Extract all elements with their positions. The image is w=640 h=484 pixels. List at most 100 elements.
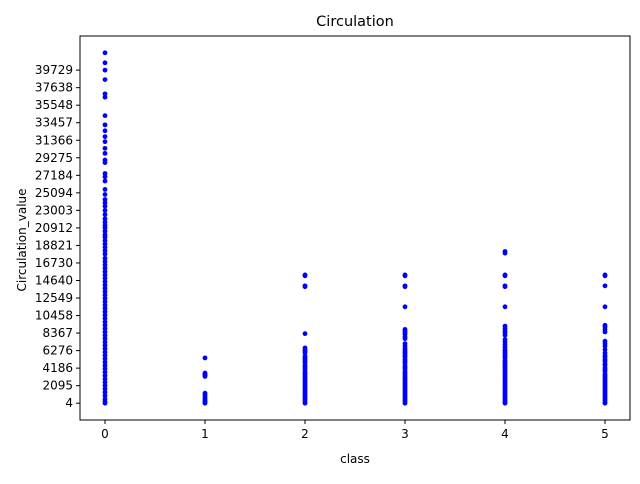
data-point bbox=[102, 171, 108, 176]
data-point bbox=[102, 251, 108, 257]
y-tick-label: 8367 bbox=[42, 326, 73, 340]
y-tick-label: 4186 bbox=[42, 361, 73, 375]
y-tick-label: 6276 bbox=[42, 344, 73, 358]
data-point bbox=[102, 309, 108, 315]
x-tick-label: 3 bbox=[401, 427, 409, 441]
data-point bbox=[102, 349, 108, 355]
data-point bbox=[102, 248, 108, 254]
y-tick-label: 31366 bbox=[35, 133, 73, 147]
data-point bbox=[102, 379, 108, 385]
data-point bbox=[102, 393, 108, 399]
data-point bbox=[102, 353, 108, 358]
data-point bbox=[102, 312, 108, 318]
data-point bbox=[202, 400, 208, 406]
data-point bbox=[602, 283, 608, 289]
data-point bbox=[602, 304, 608, 310]
data-point bbox=[102, 275, 108, 281]
y-tick-label: 4 bbox=[65, 396, 73, 410]
data-point bbox=[102, 122, 108, 128]
data-point bbox=[102, 302, 108, 308]
y-tick-label: 2095 bbox=[42, 379, 73, 393]
data-point bbox=[102, 366, 108, 372]
data-point bbox=[502, 332, 508, 338]
y-tick-label: 25094 bbox=[35, 186, 73, 200]
data-point bbox=[602, 400, 608, 406]
x-tick-label: 0 bbox=[101, 427, 109, 441]
data-point bbox=[102, 329, 108, 335]
data-point bbox=[102, 244, 108, 250]
y-tick-label: 12549 bbox=[35, 291, 73, 305]
y-axis-ticks: 4 2095 4186 6276 8367 10458 12549 14640 16730 188… bbox=[35, 63, 80, 410]
data-point bbox=[302, 331, 308, 337]
y-tick-label: 37638 bbox=[35, 81, 73, 95]
x-tick-label: 4 bbox=[501, 427, 509, 441]
data-point bbox=[102, 259, 108, 264]
data-point bbox=[102, 319, 108, 325]
data-point bbox=[102, 262, 108, 268]
chart-title: Circulation bbox=[316, 14, 394, 30]
data-point bbox=[102, 212, 108, 217]
data-point bbox=[102, 134, 108, 140]
data-point bbox=[102, 269, 108, 274]
data-point bbox=[102, 219, 108, 225]
data-point bbox=[302, 400, 308, 406]
data-point bbox=[102, 376, 108, 382]
data-point bbox=[102, 289, 108, 295]
data-point bbox=[102, 279, 108, 285]
data-point bbox=[102, 339, 108, 345]
data-point bbox=[502, 400, 508, 406]
data-point bbox=[102, 359, 108, 365]
data-point bbox=[102, 225, 108, 231]
data-point bbox=[502, 304, 508, 310]
y-tick-label: 18821 bbox=[35, 238, 73, 252]
data-point bbox=[102, 356, 108, 362]
y-tick-label: 27184 bbox=[35, 168, 73, 182]
data-point bbox=[502, 273, 508, 279]
data-point bbox=[102, 322, 108, 328]
data-point bbox=[102, 296, 108, 301]
y-tick-label: 14640 bbox=[35, 273, 73, 287]
y-tick-label: 33457 bbox=[35, 116, 73, 130]
data-point bbox=[302, 284, 308, 290]
data-point bbox=[402, 400, 408, 406]
data-point bbox=[402, 336, 408, 342]
y-tick-label: 23003 bbox=[35, 203, 73, 217]
data-point bbox=[102, 203, 108, 209]
data-point bbox=[102, 150, 108, 156]
data-point bbox=[102, 299, 108, 305]
y-tick-label: 10458 bbox=[35, 309, 73, 323]
data-point bbox=[102, 234, 108, 240]
data-point bbox=[102, 383, 108, 389]
x-tick-label: 2 bbox=[301, 427, 309, 441]
data-point bbox=[102, 292, 108, 298]
data-point bbox=[102, 285, 108, 291]
data-point bbox=[102, 94, 108, 100]
data-point bbox=[102, 200, 108, 206]
data-points bbox=[102, 50, 608, 406]
data-point bbox=[102, 265, 108, 271]
data-point bbox=[102, 326, 108, 332]
data-point bbox=[102, 282, 108, 288]
data-point bbox=[402, 284, 408, 290]
data-point bbox=[102, 369, 108, 375]
data-point bbox=[502, 250, 508, 256]
data-point bbox=[202, 374, 208, 379]
data-point bbox=[102, 113, 108, 119]
y-tick-label: 16730 bbox=[35, 256, 73, 270]
data-point bbox=[602, 273, 608, 279]
data-point bbox=[602, 347, 608, 352]
y-axis-label: Circulation_value bbox=[15, 188, 29, 291]
data-point bbox=[102, 160, 108, 166]
data-point bbox=[102, 238, 108, 243]
data-point bbox=[102, 306, 108, 311]
data-point bbox=[102, 197, 108, 202]
data-point bbox=[302, 273, 308, 279]
data-point bbox=[102, 77, 108, 82]
data-point bbox=[102, 174, 108, 180]
x-axis-ticks: 0 1 2 3 4 5 bbox=[101, 420, 609, 441]
x-tick-label: 5 bbox=[601, 427, 609, 441]
data-point bbox=[502, 284, 508, 290]
